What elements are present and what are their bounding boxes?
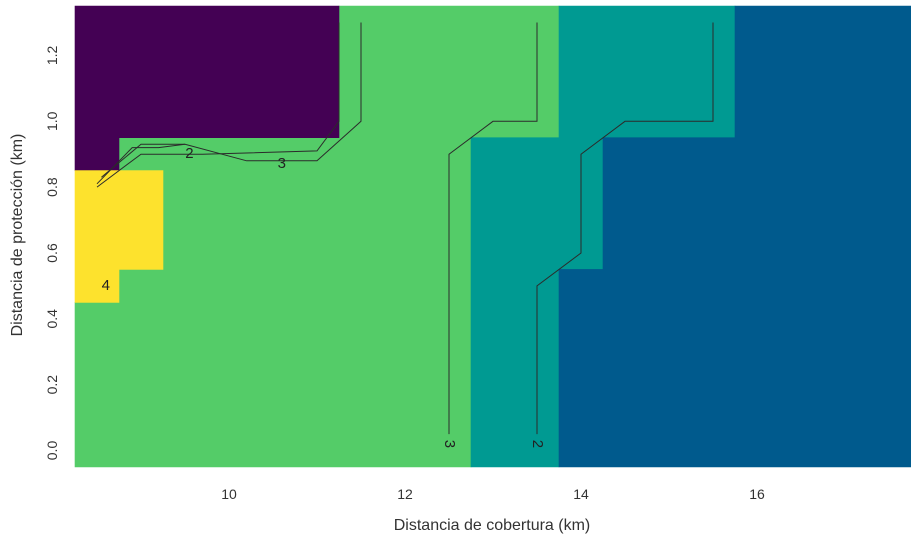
y-tick-label: 1.0 (44, 111, 60, 131)
x-tick-label: 14 (573, 486, 589, 502)
y-tick-label: 0.0 (44, 441, 60, 461)
contour-label: 2 (185, 145, 193, 162)
y-tick-label: 1.2 (44, 45, 60, 65)
contour-line-3 (448, 22, 538, 435)
y-tick-label: 0.4 (44, 309, 60, 329)
x-axis-title: Distancia de cobertura (km) (394, 517, 591, 534)
contour-lines (96, 22, 714, 435)
x-axis-ticks: 10 12 14 16 (221, 486, 765, 502)
contour-line-unlabeled (96, 143, 186, 185)
region-level-5 (74, 170, 164, 303)
y-axis-title: Distancia de protección (km) (9, 134, 26, 337)
contour-line-3 (101, 22, 362, 178)
y-tick-label: 0.6 (44, 243, 60, 263)
x-tick-label: 16 (749, 486, 765, 502)
y-axis-ticks: 0.0 0.2 0.4 0.6 0.8 1.0 1.2 (44, 45, 60, 460)
contour-label: 4 (102, 277, 110, 294)
contour-line-2 (96, 22, 340, 188)
contour-label: 2 (529, 440, 546, 448)
contour-line-2 (536, 22, 714, 435)
contour-labels: 3 2 2 3 4 (102, 145, 546, 448)
region-level-2 (558, 5, 911, 468)
contour-label: 3 (278, 155, 286, 172)
filled-regions (74, 5, 911, 468)
contour-label: 3 (441, 440, 458, 448)
y-tick-label: 0.8 (44, 177, 60, 197)
x-tick-label: 10 (221, 486, 237, 502)
y-tick-label: 0.2 (44, 375, 60, 395)
x-tick-label: 12 (397, 486, 413, 502)
